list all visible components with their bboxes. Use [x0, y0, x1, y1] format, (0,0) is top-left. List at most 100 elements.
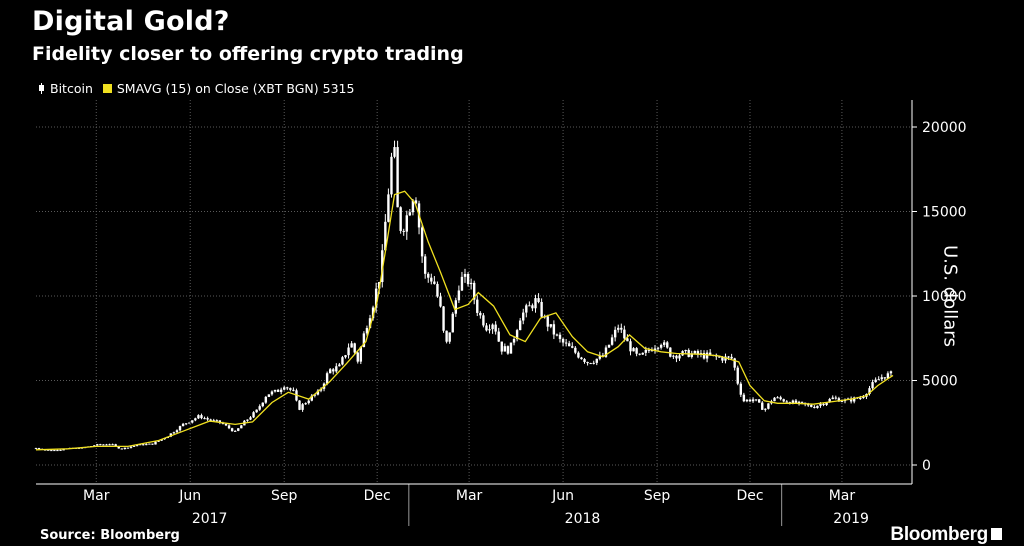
bitcoin-candle: [546, 316, 549, 327]
bitcoin-candle: [776, 397, 779, 399]
bitcoin-candle: [840, 401, 844, 403]
x-tick-label: Mar: [456, 488, 483, 504]
bitcoin-candle: [868, 388, 871, 395]
bitcoin-candle: [500, 341, 503, 352]
bitcoin-candle: [666, 342, 669, 348]
bitcoin-candle: [105, 444, 108, 446]
bitcoin-candle: [246, 419, 249, 421]
bitcoin-candle: [200, 415, 203, 419]
bitcoin-candle: [451, 313, 454, 333]
candlestick-icon: [38, 83, 46, 94]
bitcoin-candle: [197, 415, 200, 419]
bitcoin-candle: [212, 420, 215, 422]
bitcoin-candle: [56, 450, 59, 452]
bitcoin-candle: [390, 156, 393, 195]
bitcoin-candle: [509, 342, 513, 354]
bitcoin-candle: [488, 329, 491, 331]
bitcoin-candle: [764, 408, 767, 410]
bitcoin-candle: [273, 389, 277, 392]
bitcoin-candle: [47, 449, 50, 451]
bitcoin-candle: [696, 351, 700, 355]
bitcoin-candle: [797, 401, 801, 404]
bitcoin-candle: [108, 444, 111, 446]
bitcoin-candle: [301, 404, 304, 410]
bitcoin-candle: [353, 343, 356, 353]
bitcoin-candle: [433, 281, 436, 284]
bitcoin-candle: [635, 348, 638, 354]
bitcoin-candle: [859, 397, 862, 399]
x-tick-label: Mar: [829, 488, 856, 504]
bitcoin-candle: [313, 394, 317, 396]
bitcoin-candle: [338, 364, 341, 367]
bitcoin-candle: [794, 400, 798, 404]
bitcoin-candle: [724, 356, 727, 361]
bitcoin-candle: [613, 329, 617, 338]
bitcoin-candle: [662, 342, 666, 345]
bitcoin-candle: [218, 420, 222, 423]
bitcoin-candle: [819, 404, 822, 406]
bitcoin-candle: [224, 423, 228, 426]
chart-subtitle: Fidelity closer to offering crypto tradi…: [32, 43, 464, 65]
x-tick-label: Sep: [644, 488, 671, 504]
bitcoin-candle: [175, 430, 179, 433]
x-tick-label: Sep: [271, 488, 298, 504]
bitcoin-candle: [255, 409, 258, 413]
sma-line: [35, 190, 894, 451]
bitcoin-candle: [552, 324, 556, 335]
bitcoin-candle: [436, 283, 439, 297]
bitcoin-candle: [506, 346, 510, 354]
legend-item-sma: SMAVG (15) on Close (XBT BGN) 5315: [102, 81, 354, 96]
bitcoin-candle: [684, 349, 687, 352]
bitcoin-candle: [800, 401, 804, 403]
bitcoin-candle: [656, 347, 660, 349]
bitcoin-candle: [356, 352, 359, 362]
bitcoin-candle: [485, 325, 488, 331]
bitcoin-candle: [589, 363, 592, 365]
bitcoin-candle: [188, 422, 191, 424]
bitcoin-candle: [237, 428, 240, 431]
bitcoin-candle: [852, 397, 856, 402]
bitcoin-candle: [411, 200, 415, 213]
bitcoin-candle: [427, 273, 430, 278]
bitcoin-candle: [745, 399, 749, 402]
y-axis-label: U.S. dollars: [939, 244, 961, 347]
bitcoin-candle: [522, 312, 525, 321]
bitcoin-candle: [574, 347, 577, 353]
bitcoin-candle: [604, 347, 608, 357]
bitcoin-candle: [148, 443, 151, 445]
bitcoin-candle: [393, 147, 396, 157]
bitcoin-candle: [399, 207, 402, 231]
bitcoin-candle: [344, 355, 347, 358]
bitcoin-candle: [279, 389, 283, 392]
bitcoin-candle: [172, 432, 176, 434]
bitcoin-candle: [607, 344, 611, 348]
year-label: 2019: [833, 511, 869, 527]
bitcoin-candle: [531, 305, 534, 309]
bitcoin-candle: [34, 448, 38, 450]
bitcoin-candle: [886, 373, 890, 379]
bitcoin-candle: [558, 334, 562, 339]
bitcoin-candle: [457, 290, 461, 301]
bitcoin-candle: [264, 396, 268, 403]
bitcoin-candle: [874, 379, 877, 383]
bitcoin-candle: [473, 282, 476, 300]
bitcoin-candle: [702, 353, 706, 359]
bitcoin-candle: [837, 398, 841, 402]
bitcoin-candle: [37, 448, 41, 450]
bitcoin-candle: [718, 356, 721, 358]
bitcoin-candle: [405, 215, 408, 232]
bitcoin-candle: [577, 352, 580, 358]
bitcoin-candle: [209, 419, 212, 421]
chart-legend: Bitcoin SMAVG (15) on Close (XBT BGN) 53…: [38, 81, 364, 96]
bitcoin-candle: [525, 305, 528, 313]
bitcoin-candle: [53, 450, 56, 452]
bitcoin-candle: [135, 445, 139, 447]
bitcoin-candle: [286, 387, 289, 389]
y-tick-label: 15000: [922, 205, 967, 221]
bitcoin-candle: [690, 353, 693, 357]
bitcoin-candle: [145, 444, 148, 446]
bitcoin-candle: [215, 420, 218, 422]
bitcoin-candle: [402, 230, 405, 232]
bitcoin-candle: [748, 399, 752, 402]
bitcoin-candle: [549, 324, 553, 327]
